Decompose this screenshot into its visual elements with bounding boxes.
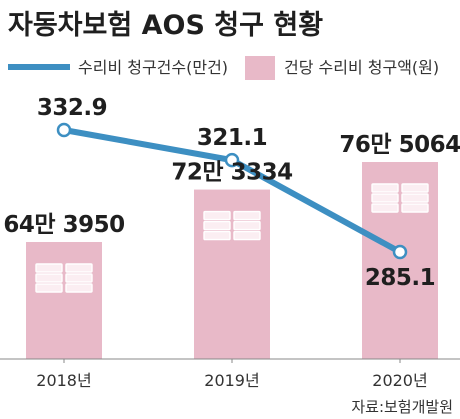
bundle-icon (65, 273, 93, 283)
legend-bar-swatch (245, 56, 275, 80)
line-value-label: 332.9 (37, 95, 107, 121)
bar-group-1 (194, 189, 270, 359)
bundle-icon (233, 210, 261, 221)
line-value-label: 285.1 (365, 265, 435, 291)
bundle-icon (35, 273, 63, 283)
bundle-icon (233, 220, 261, 231)
x-tick-label: 2020년 (372, 371, 427, 390)
legend-bar-label: 건당 수리비 청구액(원) (284, 58, 439, 77)
line-point (56, 122, 72, 138)
bundle-icon (371, 183, 399, 193)
bundle-icon (35, 283, 63, 293)
line-point (392, 244, 408, 260)
bar-group-2 (362, 162, 438, 359)
bundle-icon (401, 193, 429, 203)
bar-value-label: 76만 5064 (339, 132, 460, 158)
bar-group-0 (26, 242, 102, 359)
bundle-icon (65, 263, 93, 273)
x-tick-label: 2018년 (36, 371, 91, 390)
bar-value-label: 64만 3950 (3, 212, 124, 238)
bundle-icon (401, 183, 429, 193)
bundle-icon (203, 210, 231, 221)
x-tick-label: 2019년 (204, 371, 259, 390)
bundle-icon (203, 220, 231, 231)
bundle-icon (35, 263, 63, 273)
bundle-icon (65, 283, 93, 293)
bundle-icon (371, 203, 399, 213)
bar (26, 242, 102, 359)
source-note: 자료:보험개발원 (351, 398, 453, 416)
bar-value-label: 72만 3334 (171, 160, 292, 186)
bundle-icon (371, 193, 399, 203)
bundle-icon (233, 230, 261, 241)
legend-line-label: 수리비 청구건수(만건) (78, 58, 228, 77)
bundle-icon (203, 230, 231, 241)
bundle-icon (401, 203, 429, 213)
line-point (224, 152, 240, 168)
chart-title: 자동차보험 AOS 청구 현황 (8, 10, 323, 41)
line-value-label: 321.1 (197, 125, 267, 151)
legend: 수리비 청구건수(만건) 건당 수리비 청구액(원) (8, 56, 439, 80)
